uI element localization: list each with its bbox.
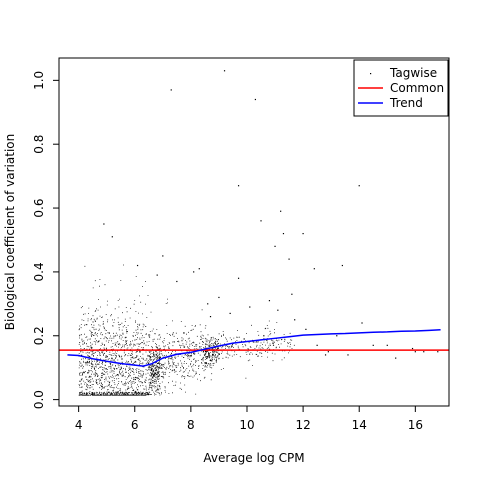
- tagwise-point: [341, 264, 343, 267]
- tagwise-point: [223, 70, 226, 72]
- tagwise-point: [218, 296, 220, 299]
- tagwise-point: [324, 354, 327, 356]
- tagwise-point: [162, 255, 164, 257]
- trend-line: [67, 328, 441, 367]
- legend: Tagwise Common Trend: [353, 59, 449, 117]
- tagwise-dense-cloud: [78, 264, 295, 396]
- tagwise-point: [254, 98, 257, 101]
- tagwise-point: [411, 347, 414, 350]
- tagwise-point: [209, 316, 212, 318]
- y-tick-label: 0.4: [32, 262, 46, 281]
- y-axis: 0.0 0.2 0.4 0.6 0.8 1.0: [32, 71, 60, 409]
- tagwise-point: [316, 344, 318, 346]
- tagwise-point: [103, 223, 105, 225]
- tagwise-point: [198, 268, 200, 270]
- tagwise-point: [291, 293, 293, 295]
- tagwise-point: [386, 344, 388, 346]
- tagwise-point: [302, 232, 304, 235]
- tagwise-point: [170, 89, 172, 91]
- tagwise-point: [260, 220, 262, 222]
- legend-tagwise-symbol: [370, 73, 372, 75]
- x-tick-label: 6: [131, 418, 139, 432]
- tagwise-point: [327, 351, 329, 353]
- tagwise-point: [305, 328, 307, 330]
- y-tick-label: 1.0: [32, 71, 46, 90]
- tagwise-point: [207, 303, 209, 305]
- tagwise-point: [274, 245, 276, 247]
- tagwise-point: [288, 258, 290, 260]
- tagwise-point: [136, 264, 139, 267]
- tagwise-point: [237, 185, 240, 187]
- y-tick-label: 0.2: [32, 326, 46, 345]
- tagwise-point: [336, 335, 338, 337]
- y-tick-label: 0.6: [32, 199, 46, 218]
- x-tick-label: 4: [75, 418, 83, 432]
- tagwise-point: [395, 357, 397, 359]
- tagwise-point: [414, 351, 416, 353]
- tagwise-point: [193, 271, 195, 273]
- x-tick-label: 16: [408, 418, 423, 432]
- tagwise-point: [249, 306, 251, 308]
- tagwise-point: [156, 274, 158, 276]
- tagwise-point: [280, 210, 282, 212]
- y-tick-label: 0.0: [32, 390, 46, 409]
- y-axis-label: Biological coefficient of variation: [3, 134, 17, 330]
- tagwise-point: [313, 268, 315, 270]
- tagwise-point: [423, 351, 425, 353]
- x-tick-label: 10: [239, 418, 254, 432]
- tagwise-point: [268, 300, 271, 302]
- tagwise-point: [361, 322, 363, 324]
- tagwise-point: [243, 338, 245, 340]
- tagwise-point: [437, 351, 439, 353]
- tagwise-point: [282, 232, 285, 235]
- tagwise-cloud-points: [78, 264, 295, 396]
- legend-tagwise-label: Tagwise: [389, 66, 437, 80]
- tagwise-point: [229, 312, 231, 315]
- y-tick-label: 0.8: [32, 135, 46, 154]
- tagwise-point: [111, 236, 113, 238]
- x-axis: 4 6 8 10 12 14 16: [75, 405, 423, 432]
- tagwise-point: [347, 354, 349, 356]
- x-tick-label: 14: [352, 418, 367, 432]
- tagwise-point: [237, 277, 240, 279]
- x-axis-label: Average log CPM: [203, 451, 304, 465]
- legend-trend-label: Trend: [389, 96, 423, 110]
- legend-common-label: Common: [390, 81, 444, 95]
- tagwise-point: [294, 319, 296, 321]
- tagwise-point: [358, 185, 360, 187]
- tagwise-point: [263, 335, 265, 337]
- x-tick-label: 12: [295, 418, 310, 432]
- x-tick-label: 8: [187, 418, 195, 432]
- tagwise-points: [103, 70, 439, 359]
- tagwise-point: [372, 344, 374, 346]
- tagwise-point: [277, 309, 279, 311]
- tagwise-point: [176, 280, 178, 283]
